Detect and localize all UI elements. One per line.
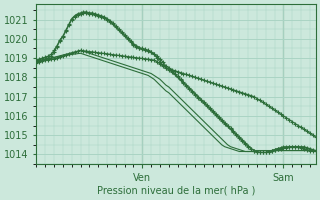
X-axis label: Pression niveau de la mer( hPa ): Pression niveau de la mer( hPa ): [97, 186, 255, 196]
